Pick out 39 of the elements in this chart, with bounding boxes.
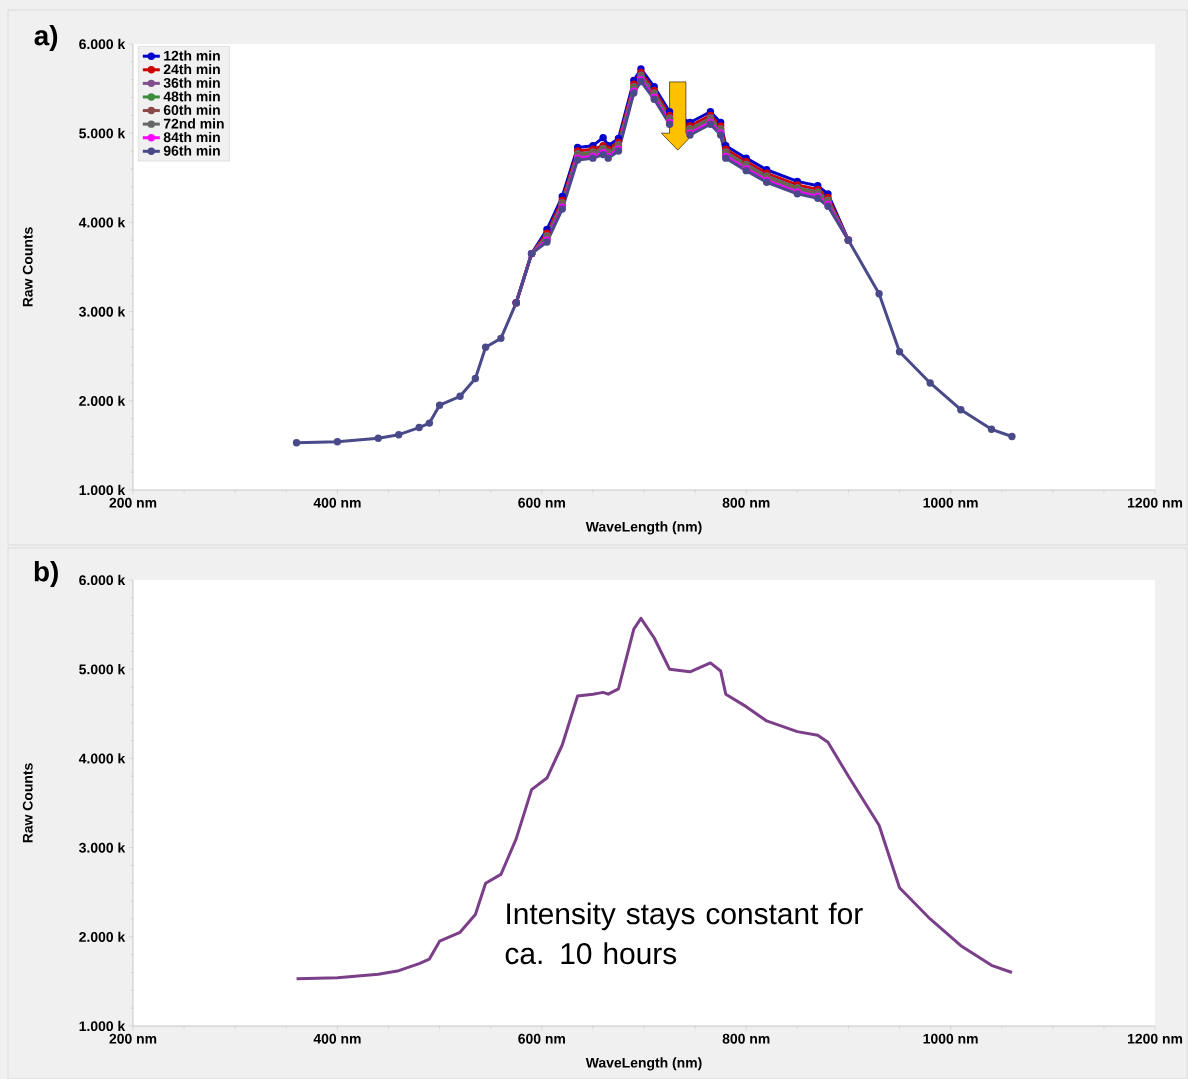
x-tick-label: 200 nm xyxy=(109,1033,157,1044)
x-tick-label: 800 nm xyxy=(722,497,770,508)
legend-label: 24th min xyxy=(163,63,220,75)
y-axis-title: Raw Counts xyxy=(22,763,33,843)
x-axis-title: WaveLength (nm) xyxy=(585,521,702,535)
x-axis-title: WaveLength (nm) xyxy=(585,1057,702,1071)
y-tick-label: 4.000 k xyxy=(78,217,126,228)
y-tick-label: 5.000 k xyxy=(79,663,126,675)
x-tick-label: 400 nm xyxy=(313,1033,361,1044)
y-axis-title: Raw Counts xyxy=(22,227,33,307)
legend-label: 72nd min xyxy=(163,118,224,129)
x-tick-label: 600 nm xyxy=(518,497,565,508)
legend-label: 96th min xyxy=(163,145,220,156)
x-tick-label: 800 nm xyxy=(722,1033,770,1044)
y-tick-label: 2.000 k xyxy=(79,395,126,406)
legend-label: 60th min xyxy=(163,104,220,115)
x-tick-label: 1200 nm xyxy=(1127,497,1183,508)
y-tick-label: 1.000 k xyxy=(79,1020,126,1032)
x-tick-label: 1000 nm xyxy=(923,497,978,508)
x-tick-label: 200 nm xyxy=(109,497,157,508)
legend-label: 12th min xyxy=(164,50,220,61)
chart-title: a) xyxy=(34,24,58,51)
y-tick-label: 3.000 k xyxy=(79,306,126,317)
y-tick-label: 1.000 k xyxy=(79,484,126,496)
legend-label: 84th min xyxy=(163,131,220,143)
y-tick-label: 4.000 k xyxy=(78,753,126,764)
y-tick-label: 6.000 k xyxy=(79,38,126,50)
y-tick-label: 6.000 k xyxy=(79,574,126,586)
legend-label: 36th min xyxy=(163,77,220,88)
x-tick-label: 600 nm xyxy=(518,1033,565,1044)
y-tick-label: 2.000 k xyxy=(79,931,126,942)
x-tick-label: 1000 nm xyxy=(923,1033,978,1044)
legend-label: 48th min xyxy=(163,91,220,102)
y-tick-label: 3.000 k xyxy=(79,842,126,853)
annotation: Intensity stays constant for ca. 10 hours xyxy=(505,902,863,965)
chart-title: b) xyxy=(34,560,58,587)
x-tick-label: 400 nm xyxy=(313,497,361,508)
x-tick-label: 1200 nm xyxy=(1127,1033,1183,1044)
y-tick-label: 5.000 k xyxy=(79,127,126,139)
